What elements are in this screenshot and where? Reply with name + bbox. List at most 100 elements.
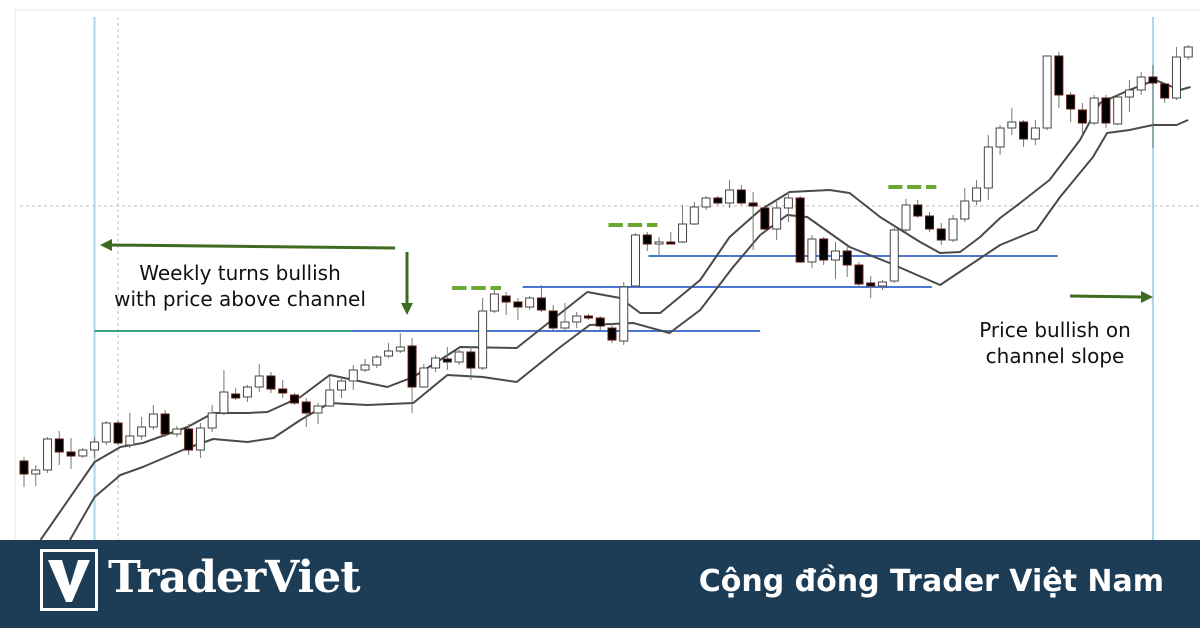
candle-bearish — [748, 202, 758, 207]
candle-bullish — [360, 364, 370, 371]
candle-bullish — [830, 250, 840, 261]
channel-lower-line — [69, 119, 1189, 540]
candle-bullish — [90, 441, 100, 451]
candle-bullish — [560, 321, 570, 329]
candle-bullish — [137, 426, 147, 437]
candle-bullish — [1007, 121, 1017, 129]
candle-bullish — [960, 200, 970, 220]
candle-bullish — [889, 229, 899, 282]
candle-bullish — [948, 218, 958, 241]
candle-bearish — [760, 207, 770, 230]
candle-bearish — [19, 460, 29, 475]
candle-bullish — [101, 422, 111, 443]
candle-bullish — [489, 293, 499, 312]
candle-bearish — [160, 413, 170, 435]
candle-bullish — [125, 435, 135, 446]
candle-bearish — [666, 241, 676, 245]
candle-bearish — [1019, 121, 1029, 140]
candle-bullish — [1183, 46, 1193, 58]
candle-bearish — [713, 197, 723, 204]
annotation-line: channel slope — [985, 344, 1125, 368]
candle-bearish — [842, 250, 852, 266]
candle-bearish — [1101, 97, 1111, 124]
logo-icon — [40, 549, 98, 611]
annotation-line: Weekly turns bullish — [139, 261, 341, 285]
candle-bearish — [513, 301, 523, 308]
candle-bearish — [1160, 83, 1170, 99]
arrow-right-head — [1141, 291, 1153, 303]
candle-bearish — [289, 394, 299, 404]
candlestick-chart — [14, 9, 1200, 540]
candle-bearish — [301, 401, 311, 414]
channel-upper-line — [39, 79, 1191, 540]
candle-bearish — [266, 375, 276, 390]
candle-bearish — [231, 393, 241, 399]
candle-bullish — [783, 197, 793, 209]
candle-bullish — [78, 449, 88, 457]
candle-bearish — [913, 204, 923, 217]
candle-bearish — [1066, 94, 1076, 110]
candle-bullish — [877, 281, 887, 287]
candle-bullish — [1042, 55, 1052, 129]
candle-bullish — [313, 405, 323, 414]
chart-frame — [14, 9, 1200, 540]
candle-bullish — [31, 469, 41, 475]
candle-bearish — [866, 282, 876, 287]
candle-bullish — [372, 356, 382, 366]
candle-bullish — [654, 241, 664, 245]
candle-bullish — [195, 427, 205, 451]
candle-bearish — [795, 197, 805, 263]
candle-bearish — [278, 388, 288, 394]
candle-bullish — [1089, 97, 1099, 124]
candle-bearish — [407, 345, 417, 388]
candle-bullish — [678, 223, 688, 243]
candle-bearish — [936, 228, 946, 241]
candle-bullish — [725, 189, 735, 204]
candle-bullish — [807, 238, 817, 263]
candle-bullish — [631, 234, 641, 287]
candle-bearish — [113, 422, 123, 444]
candle-bearish — [66, 451, 76, 457]
arrow-left — [109, 243, 396, 250]
candle-bullish — [431, 357, 441, 369]
candle-bullish — [995, 127, 1005, 148]
candle-bearish — [736, 189, 746, 204]
candle-bullish — [207, 412, 217, 429]
candle-bearish — [184, 428, 194, 451]
candle-bullish — [384, 350, 394, 357]
candle-bearish — [925, 215, 935, 230]
candle-bearish — [854, 264, 864, 285]
arrow-down-head — [401, 303, 413, 315]
candle-bullish — [1171, 56, 1181, 99]
candle-bearish — [819, 238, 829, 261]
candle-bearish — [548, 310, 558, 329]
candle-bearish — [607, 327, 617, 341]
arrow-right — [1069, 294, 1143, 299]
candle-bullish — [1113, 96, 1123, 125]
candle-bearish — [536, 297, 546, 311]
candle-bullish — [172, 428, 182, 435]
arrow-left-head — [100, 239, 112, 251]
candle-bearish — [595, 317, 605, 327]
brand-name: TraderViet — [108, 552, 361, 603]
candle-bullish — [254, 375, 264, 388]
candle-bearish — [466, 351, 476, 369]
candle-bearish — [1148, 76, 1158, 84]
v-logo-mark — [48, 560, 90, 602]
candle-bearish — [642, 234, 652, 245]
brand-banner: TraderViet Cộng đồng Trader Việt Nam — [0, 540, 1200, 628]
candle-bullish — [572, 315, 582, 323]
candle-bullish — [1124, 89, 1134, 98]
candle-bullish — [348, 369, 358, 382]
candle-bullish — [1136, 76, 1146, 91]
candle-bullish — [419, 367, 429, 388]
candle-bearish — [442, 358, 452, 363]
annotation-line: with price above channel — [114, 287, 366, 311]
candle-bullish — [619, 286, 629, 342]
candle-bullish — [901, 204, 911, 231]
brand-tagline: Cộng đồng Trader Việt Nam — [698, 564, 1164, 599]
candle-bullish — [689, 206, 699, 225]
candle-bullish — [43, 438, 53, 471]
candle-bullish — [1030, 127, 1040, 140]
candle-bearish — [583, 315, 593, 319]
